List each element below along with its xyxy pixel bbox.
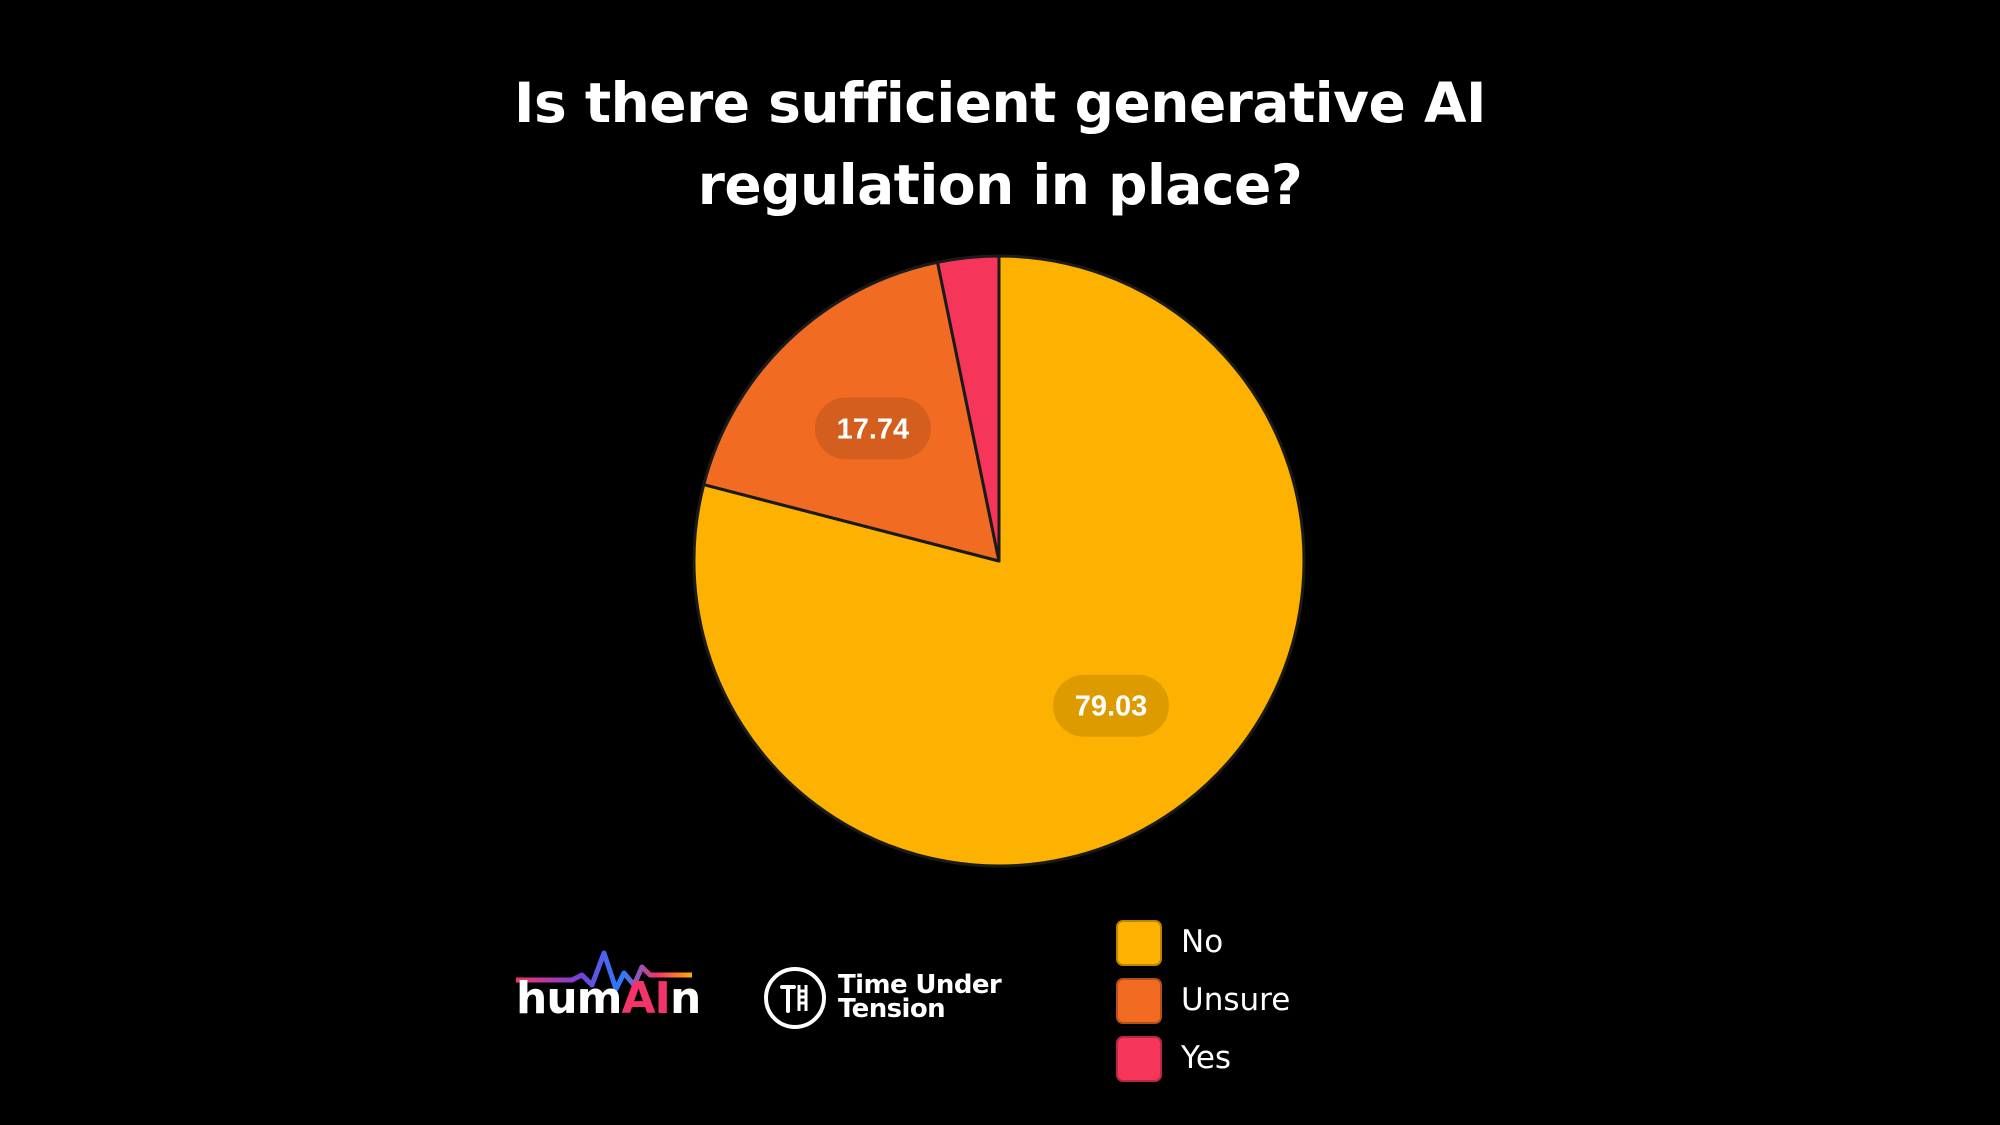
- tut-wordmark: Time Under Tension: [838, 970, 1002, 1024]
- humain-wordmark: humAIn: [516, 973, 701, 1024]
- tut-wordmark-line-1: Time Under: [838, 970, 1002, 1000]
- pie-slice-yes: [936, 254, 1001, 563]
- legend-item-no: No: [1116, 918, 1376, 968]
- data-label-unsure: 17.74: [814, 397, 931, 460]
- humain-waveform-icon: [516, 950, 692, 992]
- data-label-text-unsure: 17.74: [837, 413, 910, 445]
- legend-label-yes: Yes: [1181, 1040, 1232, 1076]
- legend-swatch-yes: [1116, 1036, 1162, 1082]
- chart-title-line-2: regulation in place?: [697, 153, 1303, 217]
- chart-title-line-1: Is there sufficient generative AI: [514, 71, 1486, 135]
- data-label-text-no: 79.03: [1075, 691, 1148, 723]
- chart-title: Is there sufficient generative AI regula…: [0, 62, 2000, 226]
- tut-wordmark-line-2: Tension: [838, 994, 946, 1024]
- data-label-no: 79.03: [1053, 674, 1170, 737]
- legend-item-unsure: Unsure: [1116, 976, 1376, 1026]
- data-label-bg-unsure: [814, 397, 931, 460]
- legend-item-yes: Yes: [1116, 1034, 1376, 1084]
- pie-slice-unsure: [702, 260, 1001, 563]
- legend-label-unsure: Unsure: [1181, 982, 1291, 1018]
- tut-logo-icon: [764, 967, 826, 1029]
- legend-swatch-no: [1116, 920, 1162, 966]
- humain-logo: humAIn: [512, 945, 701, 1025]
- time-under-tension-logo: Time Under Tension: [762, 965, 1002, 1033]
- legend-swatch-unsure: [1116, 978, 1162, 1024]
- pie-labels: 79.03 17.74: [814, 397, 1170, 737]
- pie-slices: [692, 254, 1306, 868]
- legend-label-no: No: [1181, 924, 1224, 960]
- data-label-bg-no: [1053, 674, 1170, 737]
